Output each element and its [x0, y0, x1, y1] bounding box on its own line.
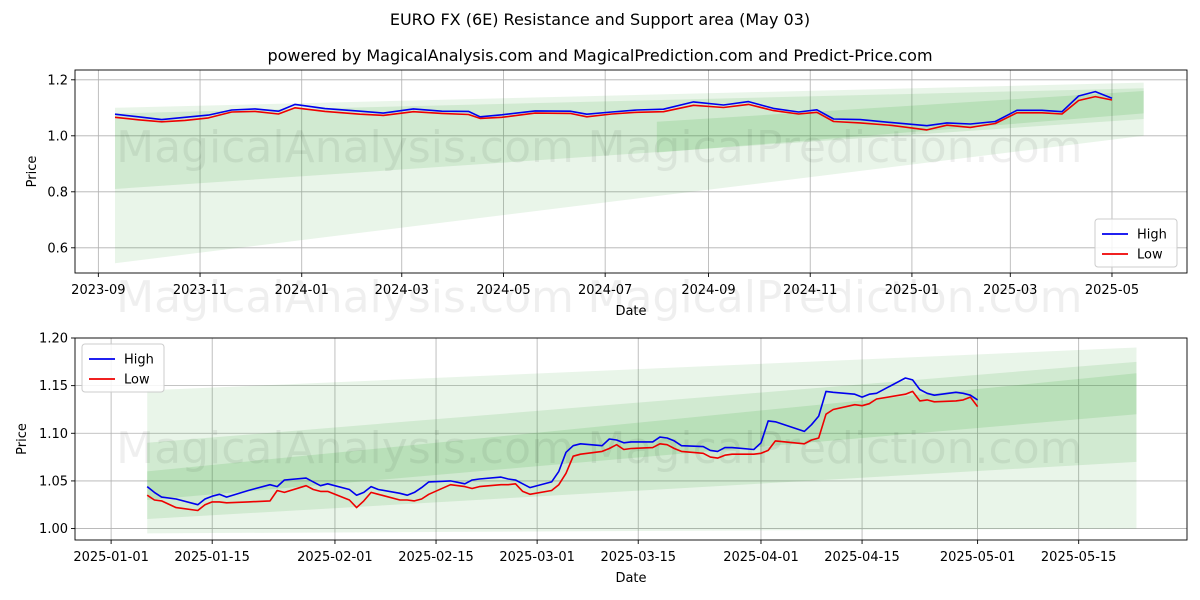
chart-panel-top: MagicalAnalysis.com MagicalPrediction.com… — [25, 69, 1188, 323]
plot-frame — [74, 69, 1188, 274]
x-tick-label: 2025-05 — [1085, 283, 1139, 298]
legend-label-high: High — [124, 353, 154, 368]
series-line-low — [114, 95, 1113, 131]
y-tick-label: 1.2 — [47, 73, 68, 88]
support-band — [115, 88, 1144, 189]
series-lines — [146, 377, 979, 512]
x-axis-label: Date — [615, 571, 646, 586]
x-tick-label: 2024-07 — [578, 283, 632, 298]
support-band — [115, 82, 1144, 264]
x-tick-label: 2025-05-01 — [940, 550, 1016, 565]
y-tick-label: 0.8 — [47, 185, 68, 200]
x-tick-label: 2024-01 — [275, 283, 329, 298]
watermarks: MagicalAnalysis.com MagicalPrediction.com… — [116, 122, 1082, 323]
y-axis-label: Price — [25, 156, 40, 188]
x-tick-label: 2025-01-15 — [174, 550, 250, 565]
legend: High Low — [81, 343, 165, 393]
chart-subtitle: powered by MagicalAnalysis.com and Magic… — [267, 46, 933, 65]
legend: High Low — [1094, 218, 1178, 268]
watermark-text: MagicalPrediction.com — [588, 423, 1083, 474]
plot-frame — [74, 337, 1188, 541]
support-band — [147, 373, 1137, 500]
x-tick-label: 2025-03 — [983, 283, 1037, 298]
x-tick-label: 2023-11 — [173, 283, 227, 298]
x-tick-label: 2024-05 — [476, 283, 530, 298]
y-tick-label: 1.05 — [39, 474, 68, 489]
watermark-text: MagicalPrediction.com — [588, 272, 1083, 323]
legend-label-low: Low — [1137, 248, 1163, 263]
legend-box — [1094, 218, 1178, 268]
series-line-high — [114, 90, 1113, 127]
y-tick-label: 0.6 — [47, 241, 68, 256]
support-band — [656, 91, 1144, 153]
x-tick-label: 2025-01 — [885, 283, 939, 298]
x-tick-label: 2025-03-01 — [499, 550, 575, 565]
support-band — [147, 361, 1137, 520]
x-tick-label: 2024-11 — [783, 283, 837, 298]
x-tick-label: 2025-05-15 — [1041, 550, 1117, 565]
x-tick-label: 2025-03-15 — [600, 550, 676, 565]
series-line-high — [146, 377, 979, 506]
x-tick-label: 2025-04-15 — [824, 550, 900, 565]
watermark-text: MagicalAnalysis.com — [116, 423, 574, 474]
legend-box — [81, 343, 165, 393]
legend-label-low: Low — [124, 373, 150, 388]
y-tick-label: 1.15 — [39, 379, 68, 394]
watermarks: MagicalAnalysis.com MagicalPrediction.com — [116, 423, 1082, 474]
x-tick-label: 2023-09 — [71, 283, 125, 298]
y-tick-label: 1.10 — [39, 427, 68, 442]
x-tick-label: 2024-09 — [681, 283, 735, 298]
watermark-text: MagicalAnalysis.com — [116, 272, 574, 323]
x-tick-label: 2025-02-01 — [297, 550, 373, 565]
y-tick-label: 1.00 — [39, 522, 68, 537]
support-band — [147, 347, 1137, 534]
chart-panel-bottom: MagicalAnalysis.com MagicalPrediction.com… — [15, 332, 1188, 586]
x-tick-label: 2025-01-01 — [73, 550, 149, 565]
x-tick-label: 2025-02-15 — [398, 550, 474, 565]
y-tick-label: 1.20 — [39, 332, 68, 347]
support-resistance-bands — [115, 82, 1144, 264]
x-tick-label: 2024-03 — [375, 283, 429, 298]
watermark-text: MagicalPrediction.com — [588, 122, 1083, 173]
legend-label-high: High — [1137, 228, 1167, 243]
series-line-low — [146, 390, 979, 512]
chart-title: EURO FX (6E) Resistance and Support area… — [389, 10, 811, 29]
x-axis-label: Date — [615, 304, 646, 319]
x-tick-label: 2025-04-01 — [723, 550, 799, 565]
y-axis-label: Price — [15, 423, 30, 455]
y-tick-label: 1.0 — [47, 129, 68, 144]
watermark-text: MagicalAnalysis.com — [116, 122, 574, 173]
support-resistance-bands — [147, 347, 1137, 534]
series-lines — [114, 90, 1113, 131]
